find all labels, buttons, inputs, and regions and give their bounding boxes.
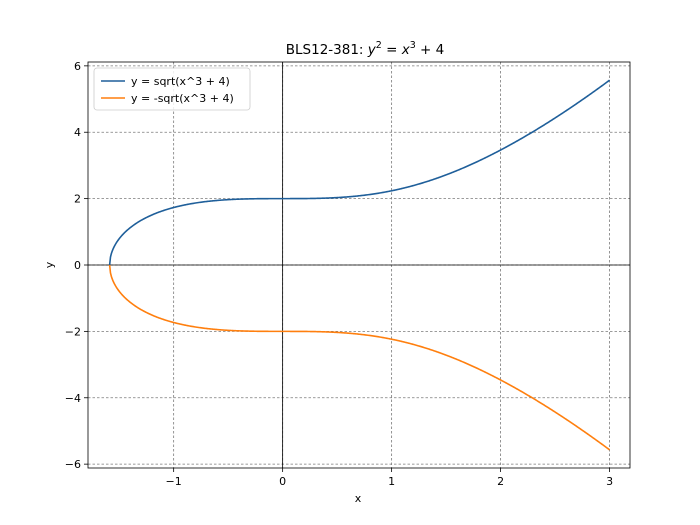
y-tick-label: 6 — [74, 60, 81, 73]
title-plus: + 4 — [416, 42, 444, 58]
legend-entry-label: y = -sqrt(x^3 + 4) — [131, 92, 234, 105]
x-tick-label: 3 — [606, 475, 613, 488]
x-axis-label: x — [355, 492, 362, 505]
legend-entry-label: y = sqrt(x^3 + 4) — [131, 75, 230, 88]
y-tick-label: 2 — [74, 193, 81, 206]
series-layer — [108, 79, 611, 451]
legend-box — [93, 67, 251, 111]
y-tick-label: 4 — [74, 126, 81, 139]
series-line-negative — [108, 265, 611, 451]
y-tick-label: −6 — [65, 458, 81, 471]
y-tick-label: −4 — [65, 392, 81, 405]
title-x: x — [401, 42, 411, 58]
series-line-positive — [108, 79, 611, 265]
chart-title: BLS12-381: y2 = x3 + 4 — [286, 40, 445, 58]
y-tick-label: 0 — [74, 259, 81, 272]
y-axis-label: y — [43, 261, 56, 268]
x-tick-label: −1 — [166, 475, 182, 488]
title-exp-2: 2 — [376, 40, 382, 51]
title-y: y — [367, 42, 377, 58]
x-tick-label: 1 — [388, 475, 395, 488]
title-exp-3: 3 — [410, 40, 416, 51]
title-prefix: BLS12-381: — [286, 42, 368, 58]
reference-lines — [88, 62, 630, 468]
legend: y = sqrt(x^3 + 4) y = -sqrt(x^3 + 4) — [93, 67, 251, 111]
title-eq: = — [382, 42, 402, 58]
ticks: −1 0 1 2 3 −6 −4 −2 0 2 4 6 — [65, 60, 613, 488]
x-tick-label: 2 — [497, 475, 504, 488]
x-tick-label: 0 — [279, 475, 286, 488]
y-tick-label: −2 — [65, 325, 81, 338]
